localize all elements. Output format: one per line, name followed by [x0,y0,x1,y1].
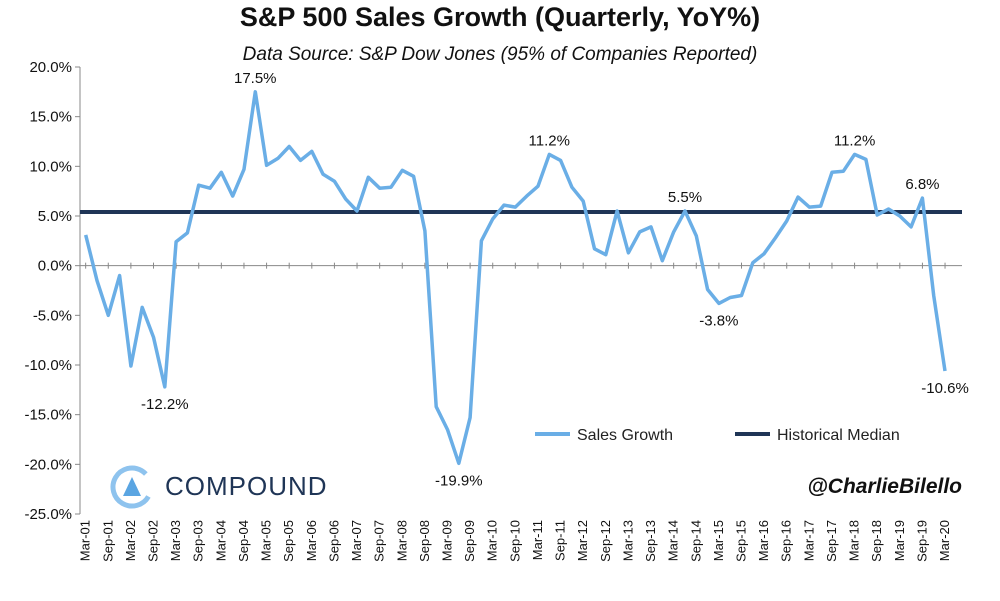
legend-sales-growth-label: Sales Growth [577,427,673,444]
x-tick-label: Sep-08 [417,520,432,562]
data-label: -10.6% [921,380,969,397]
x-tick-label: Mar-07 [349,520,364,561]
x-tick-label: Sep-15 [734,520,749,562]
x-tick-label: Sep-14 [688,520,703,562]
y-tick-label: -20.0% [24,456,72,473]
data-label: -19.9% [435,472,483,489]
legend-median-label: Historical Median [777,427,900,444]
x-tick-label: Mar-04 [213,520,228,561]
x-tick-label: Mar-05 [259,520,274,561]
x-tick-label: Mar-16 [756,520,771,561]
x-tick-label: Sep-07 [372,520,387,562]
legend: Sales Growth Historical Median [535,427,900,444]
x-tick-label: Sep-01 [100,520,115,562]
x-axis: Mar-01 Sep-01 Mar-02 Sep-02 Mar-03 Sep-03 Mar-… [78,262,962,562]
x-tick-label: Mar-01 [78,520,93,561]
x-tick-label: Sep-12 [598,520,613,562]
x-tick-label: Mar-20 [937,520,952,561]
x-tick-label: Sep-11 [553,520,568,561]
author-handle: @CharlieBilello [807,475,962,498]
x-tick-label: Mar-19 [892,520,907,561]
data-label: 17.5% [234,70,277,87]
data-labels: 17.5% -12.2% -19.9% 11.2% 5.5% -3.8% 11.2% 6.8%… [141,70,969,490]
x-tick-label: Mar-12 [575,520,590,561]
x-tick-label: Mar-18 [847,520,862,561]
y-tick-label: 5.0% [38,208,72,225]
x-tick-label: Sep-06 [326,520,341,562]
y-tick-label: 10.0% [29,158,72,175]
x-tick-label: Sep-18 [869,520,884,562]
x-tick-label: Sep-04 [236,520,251,562]
y-tick-label: -25.0% [24,506,72,523]
sales-growth-line [84,90,947,466]
chart-title: S&P 500 Sales Growth (Quarterly, YoY%) [239,2,761,32]
x-tick-label: Mar-06 [304,520,319,561]
x-tick-label: Sep-05 [281,520,296,562]
x-tick-label: Mar-14 [666,520,681,561]
x-tick-label: Mar-11 [530,520,545,560]
y-axis: 20.0% 15.0% 10.0% 5.0% 0.0% -5.0% -10.0% -15.0%… [24,59,81,523]
x-tick-label: Sep-10 [507,520,522,562]
x-tick-label: Mar-10 [485,520,500,561]
data-label: 11.2% [834,132,875,149]
x-tick-label: Sep-03 [191,520,206,562]
x-tick-label: Mar-09 [440,520,455,561]
data-label: 6.8% [905,176,939,193]
y-tick-label: -5.0% [33,307,72,324]
x-tick-label: Mar-08 [394,520,409,561]
x-tick-label: Sep-09 [462,520,477,562]
x-tick-label: Mar-13 [620,520,635,561]
x-tick-label: Sep-02 [146,520,161,562]
x-tick-label: Mar-03 [168,520,183,561]
y-tick-label: -10.0% [24,357,72,374]
data-label: 5.5% [668,189,702,206]
x-tick-label: Sep-13 [643,520,658,562]
data-label: -12.2% [141,396,189,413]
logo-text: COMPOUND [165,471,328,501]
data-label: 11.2% [529,132,570,149]
y-tick-label: 15.0% [29,109,72,126]
y-tick-label: 0.0% [38,258,72,275]
x-tick-label: Sep-17 [824,520,839,562]
data-label: -3.8% [699,312,738,329]
x-tick-label: Mar-02 [123,520,138,561]
x-tick-label: Mar-15 [711,520,726,561]
x-tick-label: Sep-16 [779,520,794,562]
compound-logo-icon [110,465,154,509]
x-tick-label: Sep-19 [914,520,929,562]
x-tick-label: Mar-17 [801,520,816,561]
plot-area [80,90,962,466]
chart-subtitle: Data Source: S&P Dow Jones (95% of Compa… [242,44,758,65]
y-tick-label: 20.0% [29,59,72,76]
y-tick-label: -15.0% [24,407,72,424]
